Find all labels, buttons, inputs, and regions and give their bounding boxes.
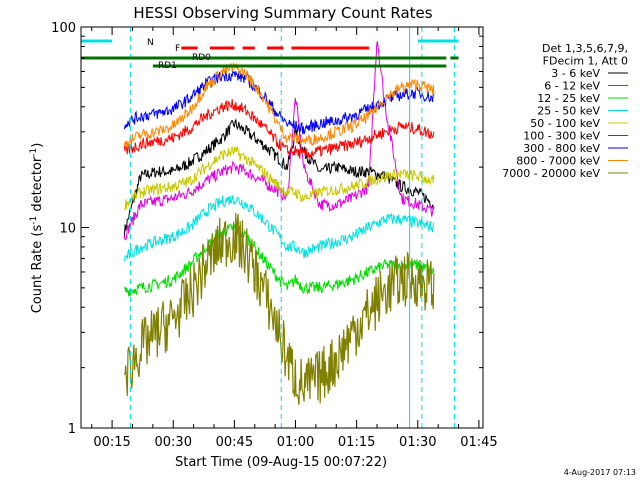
y-tick-label-2: 100 xyxy=(51,21,76,36)
legend-header-1: FDecim 1, Att 0 xyxy=(543,55,628,68)
series-line-0 xyxy=(123,118,435,239)
legend-entry-0: 3 - 6 keV xyxy=(551,67,600,80)
series-line-7 xyxy=(123,62,435,150)
legend: Det 1,3,5,6,7,9,FDecim 1, Att 03 - 6 keV… xyxy=(502,42,628,180)
x-tick-label-0: 00:15 xyxy=(93,435,130,450)
series-line-3 xyxy=(123,194,435,262)
legend-entry-4: 50 - 100 keV xyxy=(530,117,600,130)
series-line-8 xyxy=(123,212,435,405)
legend-entry-5: 100 - 300 keV xyxy=(523,130,600,143)
legend-entry-8: 7000 - 20000 keV xyxy=(502,167,600,180)
x-axis-label: Start Time (09-Aug-15 00:07:22) xyxy=(175,455,387,470)
series-line-5 xyxy=(123,99,435,159)
legend-entry-6: 300 - 800 keV xyxy=(523,142,600,155)
series-line-2 xyxy=(123,223,435,297)
series-line-4 xyxy=(124,145,435,211)
footer-date: 4-Aug-2017 07:13 xyxy=(564,468,636,477)
y-tick-label-0: 1 xyxy=(68,422,76,437)
x-tick-label-2: 00:45 xyxy=(216,435,253,450)
x-tick-label-1: 00:30 xyxy=(155,435,192,450)
chart-title: HESSI Observing Summary Count Rates xyxy=(133,4,432,22)
y-tick-label-1: 10 xyxy=(59,222,76,237)
legend-entry-7: 800 - 7000 keV xyxy=(516,155,600,168)
x-tick-label-5: 01:30 xyxy=(399,435,436,450)
annotation-rd0: RD0 xyxy=(192,53,211,63)
y-axis-label: Count Rate (s-1 detector-1) xyxy=(29,143,45,314)
annotation-n: N xyxy=(147,38,154,48)
overlay-layer: N F RD0 RD1 xyxy=(81,27,459,428)
x-tick-label-4: 01:15 xyxy=(338,435,375,450)
annotation-f: F xyxy=(175,44,180,54)
annotation-rd1: RD1 xyxy=(158,61,177,71)
series-layer xyxy=(123,41,435,405)
legend-header-0: Det 1,3,5,6,7,9, xyxy=(542,42,628,55)
series-line-1 xyxy=(123,41,435,241)
x-tick-label-3: 01:00 xyxy=(277,435,314,450)
legend-entry-1: 6 - 12 keV xyxy=(544,80,600,93)
legend-entry-3: 25 - 50 keV xyxy=(537,105,600,118)
ticks-layer: 00:15 00:30 00:45 01:00 01:15 01:30 01:45 1 10 10… xyxy=(51,21,497,450)
x-tick-label-6: 01:45 xyxy=(460,435,497,450)
plot-frame xyxy=(80,26,484,429)
legend-entry-2: 12 - 25 keV xyxy=(537,92,600,105)
